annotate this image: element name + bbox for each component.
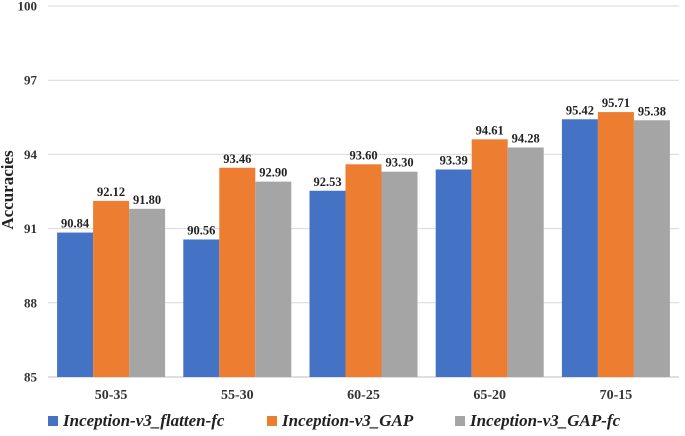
bar bbox=[129, 208, 166, 377]
x-category-label: 50-35 bbox=[95, 388, 128, 403]
data-label: 91.80 bbox=[133, 193, 161, 207]
data-label: 93.30 bbox=[385, 156, 413, 170]
y-tick-label: 97 bbox=[24, 73, 38, 88]
data-label: 93.39 bbox=[440, 153, 468, 167]
data-label: 92.12 bbox=[97, 185, 125, 199]
y-tick-label: 88 bbox=[24, 295, 38, 310]
y-tick-label: 85 bbox=[24, 370, 38, 385]
bar bbox=[507, 147, 544, 377]
bar bbox=[183, 239, 220, 377]
data-labels: 90.84 92.12 91.80 90.56 93.46 92.90 92.53 93.60… bbox=[61, 96, 666, 237]
y-axis-label: Accuracies bbox=[0, 150, 17, 230]
bar bbox=[309, 190, 346, 377]
bar bbox=[471, 139, 508, 377]
legend-swatch bbox=[48, 416, 58, 426]
data-label: 93.60 bbox=[349, 148, 377, 162]
bar bbox=[345, 164, 382, 377]
bar bbox=[57, 232, 94, 377]
y-tick-label: 94 bbox=[24, 147, 38, 162]
legend-label: Inception-v3_GAP-fc bbox=[469, 411, 621, 430]
data-label: 94.28 bbox=[512, 131, 540, 145]
bar bbox=[93, 200, 130, 377]
y-axis-ticks: 85 88 91 94 97 100 bbox=[18, 0, 38, 385]
data-label: 90.84 bbox=[61, 217, 90, 231]
legend-swatch bbox=[455, 416, 465, 426]
data-label: 94.61 bbox=[476, 123, 504, 137]
bar bbox=[435, 169, 472, 377]
bars bbox=[57, 112, 670, 378]
bar bbox=[561, 119, 598, 378]
data-label: 95.71 bbox=[602, 96, 630, 110]
bar bbox=[633, 120, 670, 377]
data-label: 95.42 bbox=[566, 103, 594, 117]
legend-label: Inception-v3_GAP bbox=[281, 411, 414, 430]
bar bbox=[219, 167, 256, 377]
y-tick-label: 100 bbox=[18, 0, 38, 14]
data-label: 92.90 bbox=[259, 166, 287, 180]
legend-swatch bbox=[267, 416, 277, 426]
legend-label: Inception-v3_flatten-fc bbox=[62, 411, 225, 430]
y-tick-label: 91 bbox=[24, 221, 37, 236]
legend: Inception-v3_flatten-fc Inception-v3_GAP I… bbox=[48, 411, 621, 430]
data-label: 90.56 bbox=[187, 223, 215, 237]
data-label: 92.53 bbox=[313, 175, 341, 189]
data-label: 95.38 bbox=[638, 104, 666, 118]
x-category-label: 70-15 bbox=[600, 388, 633, 403]
x-axis-categories: 50-35 55-30 60-25 65-20 70-15 bbox=[95, 388, 632, 403]
data-label: 93.46 bbox=[223, 152, 251, 166]
x-category-label: 55-30 bbox=[221, 388, 254, 403]
bar bbox=[597, 112, 634, 377]
x-category-label: 65-20 bbox=[473, 388, 506, 403]
bar bbox=[255, 181, 292, 377]
bar bbox=[381, 171, 418, 377]
x-category-label: 60-25 bbox=[347, 388, 380, 403]
